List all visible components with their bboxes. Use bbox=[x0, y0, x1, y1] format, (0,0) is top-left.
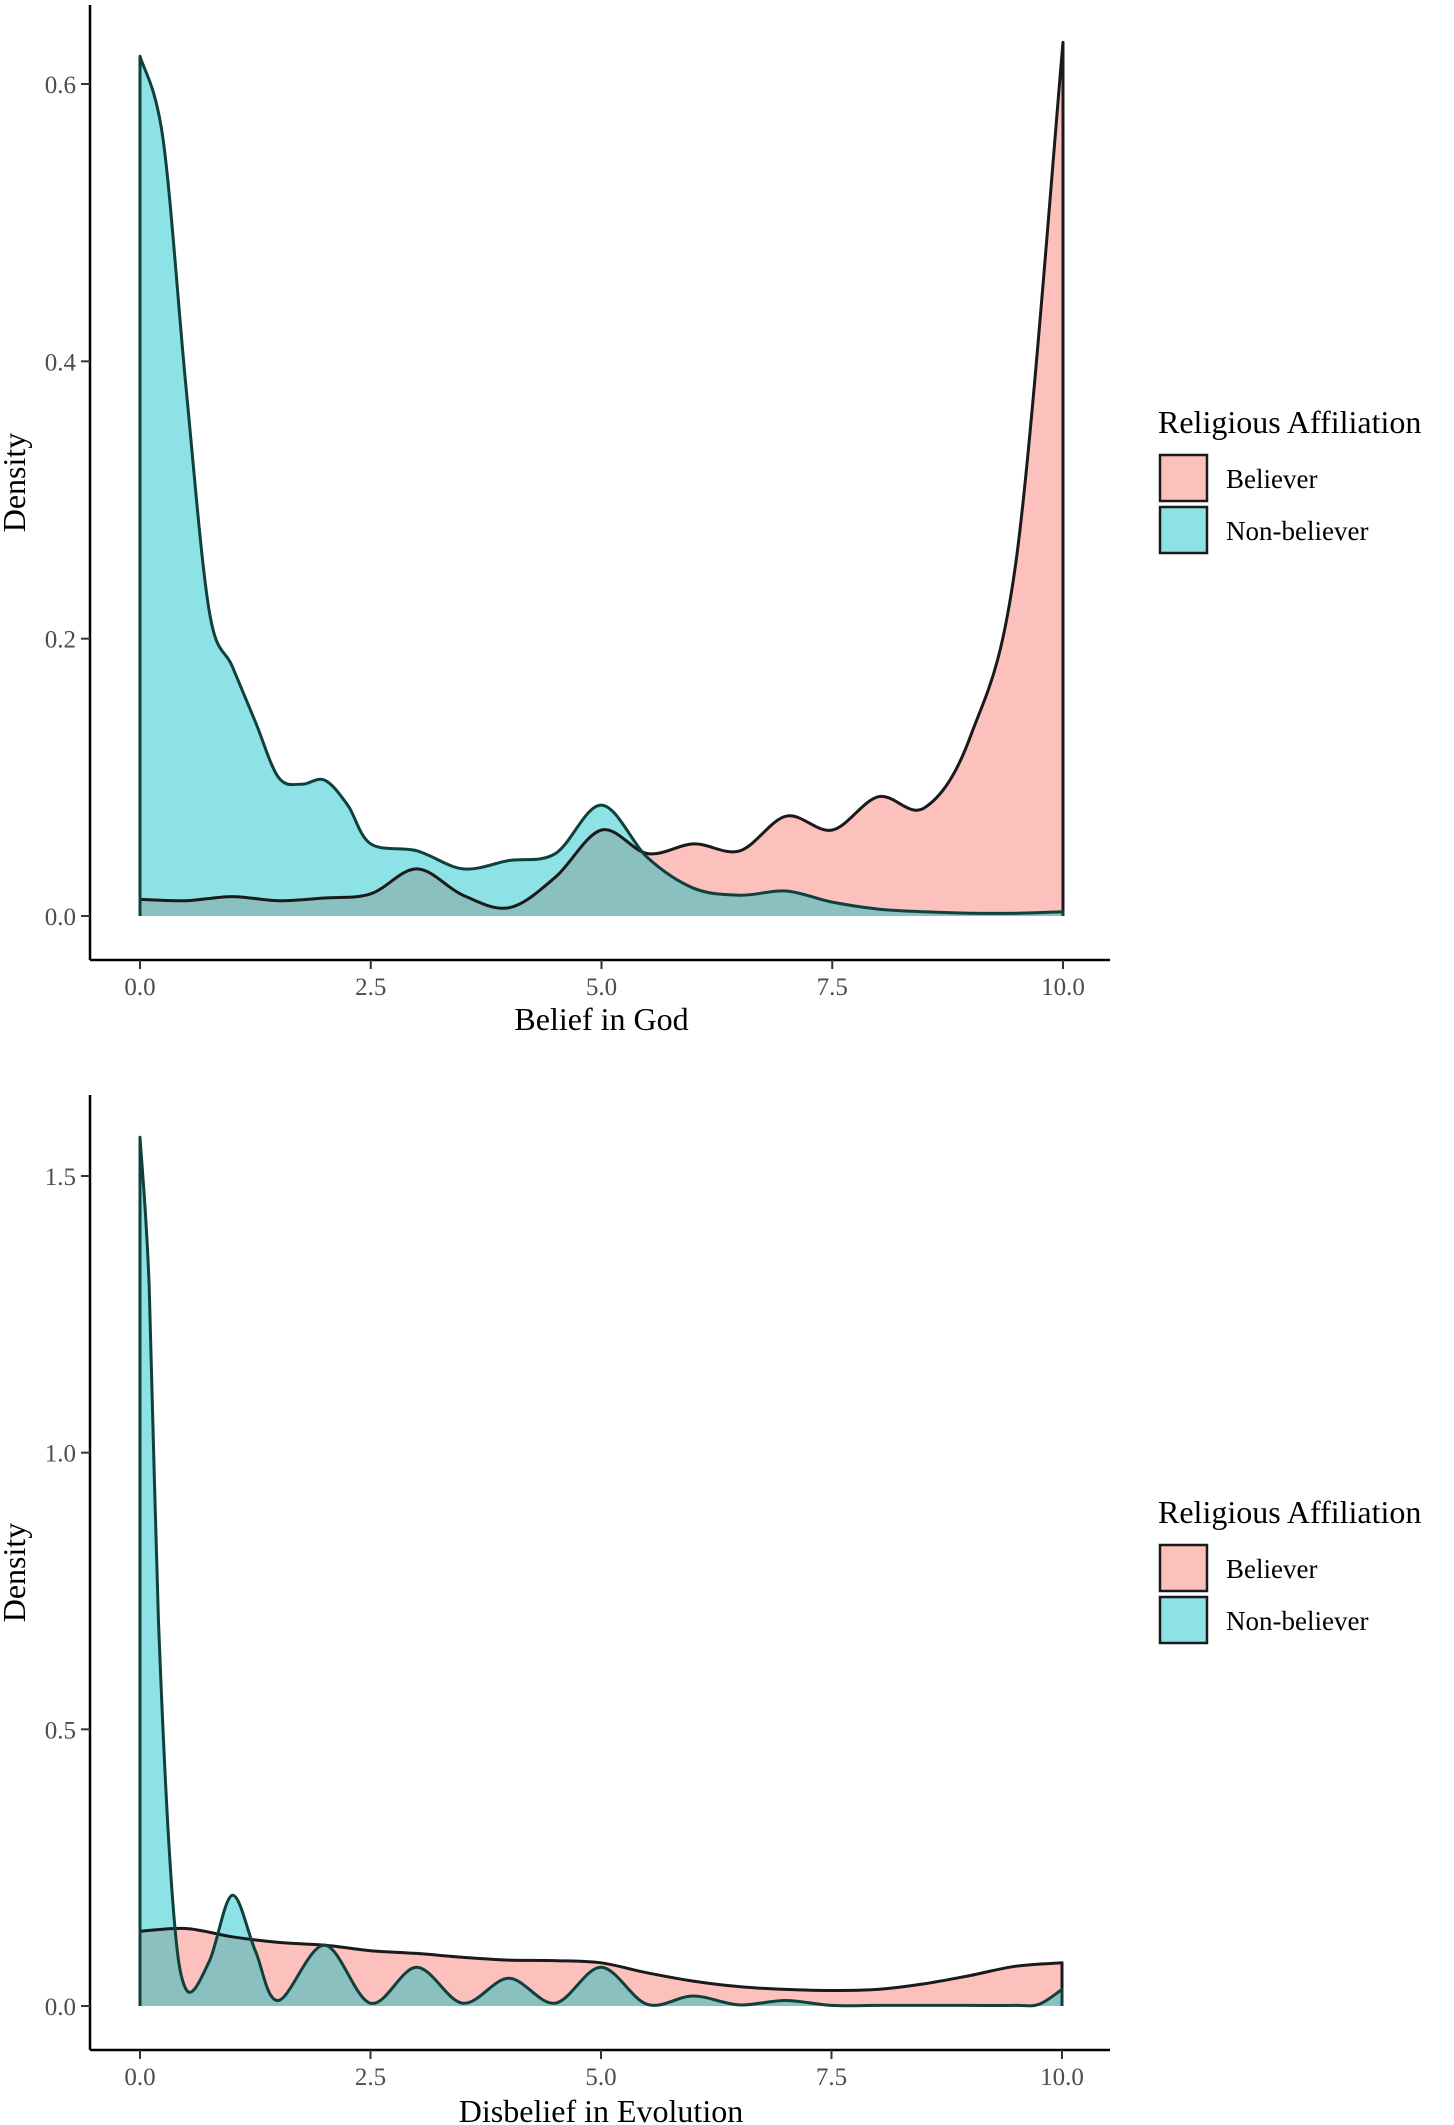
legend-label-believer: Believer bbox=[1226, 1554, 1317, 1584]
x-axis-title: Belief in God bbox=[514, 1001, 688, 1037]
x-tick-label: 7.5 bbox=[816, 2064, 847, 2091]
density-line-non-believer bbox=[138, 1135, 1064, 2008]
x-tick-label: 2.5 bbox=[355, 2064, 386, 2091]
legend-swatch-non-believer bbox=[1158, 1595, 1209, 1645]
legend: Religious Affiliation Believer Non-believe… bbox=[1158, 404, 1421, 555]
x-axis-title: Disbelief in Evolution bbox=[459, 2093, 743, 2125]
y-tick-label: 0.5 bbox=[45, 1717, 76, 1744]
legend-swatch-believer bbox=[1158, 1543, 1209, 1593]
density-area-believer bbox=[140, 42, 1063, 916]
legend-title: Religious Affiliation bbox=[1158, 1494, 1421, 1530]
density-line-believer bbox=[138, 40, 1065, 916]
y-tick-label: 0.4 bbox=[45, 349, 77, 376]
density-area-non-believer bbox=[140, 1137, 1062, 2006]
x-tick-label: 10.0 bbox=[1040, 2064, 1084, 2091]
x-tick-label: 5.0 bbox=[585, 2064, 616, 2091]
y-tick-label: 1.0 bbox=[45, 1441, 76, 1468]
x-tick-label: 7.5 bbox=[817, 974, 848, 1001]
x-tick-label: 10.0 bbox=[1041, 974, 1085, 1001]
legend-label-non-believer: Non-believer bbox=[1226, 516, 1368, 546]
legend: Religious Affiliation Believer Non-believe… bbox=[1158, 1494, 1421, 1645]
x-tick-label: 5.0 bbox=[586, 974, 617, 1001]
y-tick-label: 0.2 bbox=[45, 627, 76, 654]
x-tick-label: 0.0 bbox=[124, 974, 155, 1001]
legend-swatch-believer bbox=[1158, 453, 1209, 503]
x-tick-label: 0.0 bbox=[124, 2064, 155, 2091]
y-tick-label: 1.5 bbox=[45, 1164, 76, 1191]
panel-disbelief-in-evolution: 0.0 2.5 5.0 7.5 10.0 0.0 0.5 1.0 1.5 Disbelief in… bbox=[0, 1095, 1421, 2125]
y-tick-label: 0.6 bbox=[45, 72, 76, 99]
legend-swatch-non-believer bbox=[1158, 505, 1209, 555]
density-area-non-believer bbox=[140, 56, 1063, 917]
y-tick-label: 0.0 bbox=[45, 1994, 76, 2021]
y-axis-title: Density bbox=[0, 1523, 32, 1623]
density-line-non-believer bbox=[138, 54, 1065, 916]
density-line-believer bbox=[138, 1926, 1064, 2006]
panel-belief-in-god: 0.0 2.5 5.0 7.5 10.0 0.0 0.2 0.4 0.6 Belief in Go… bbox=[0, 5, 1421, 1037]
x-tick-label: 2.5 bbox=[355, 974, 386, 1001]
y-tick-label: 0.0 bbox=[45, 904, 76, 931]
legend-label-believer: Believer bbox=[1226, 464, 1317, 494]
legend-label-non-believer: Non-believer bbox=[1226, 1606, 1368, 1636]
legend-title: Religious Affiliation bbox=[1158, 404, 1421, 440]
y-axis-title: Density bbox=[0, 433, 32, 533]
